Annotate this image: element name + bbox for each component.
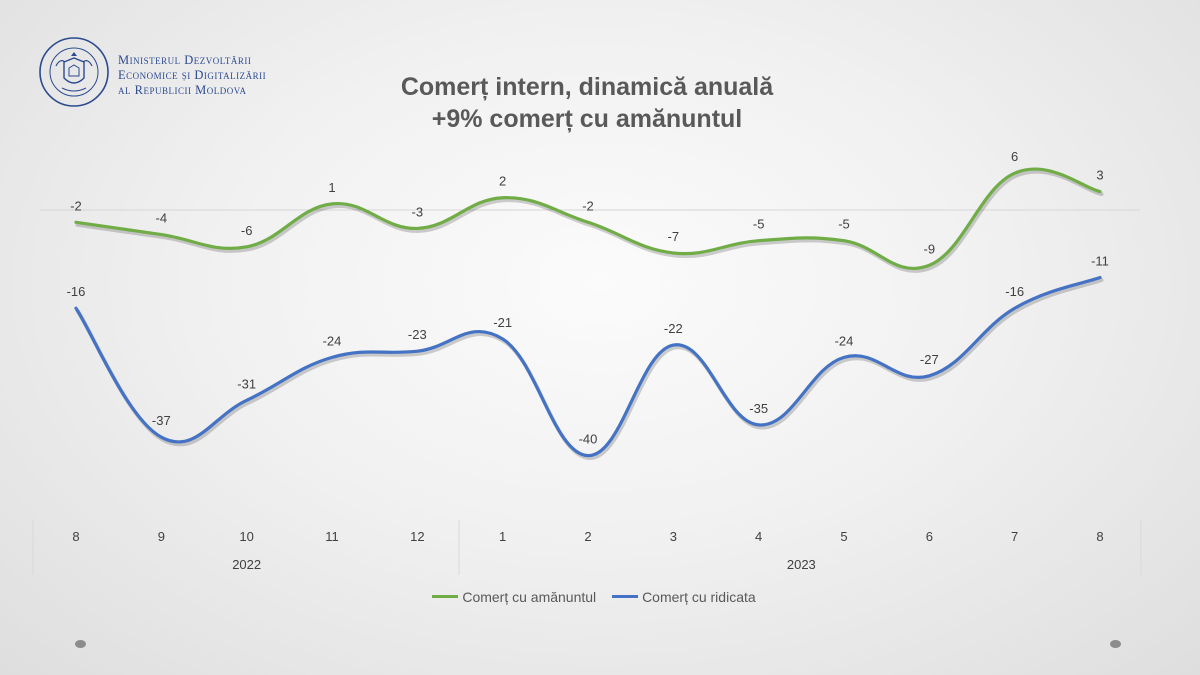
data-label-wholesale: -23: [408, 327, 427, 342]
x-tick-label: 11: [325, 529, 339, 544]
data-label-wholesale: -24: [835, 333, 854, 348]
x-tick-label: 8: [1096, 529, 1103, 544]
chart-legend: Comerț cu amănuntul Comerț cu ridicata: [0, 585, 1188, 605]
x-tick-label: 12: [410, 529, 424, 544]
data-label-wholesale: -40: [579, 432, 598, 447]
government-emblem: [39, 37, 109, 107]
series-shadow-wholesale: [75, 278, 1104, 461]
x-tick-label: 1: [499, 529, 506, 544]
slide-dot-left: [75, 640, 86, 648]
x-tick-label: 6: [926, 529, 933, 544]
data-label-retail: -7: [668, 229, 680, 244]
legend-label-wholesale: Comerț cu ridicata: [642, 588, 756, 605]
ministry-line-3: al Republicii Moldova: [118, 83, 247, 97]
chart-title: Comerț intern, dinamică anuală: [400, 73, 774, 101]
series-line-retail: [74, 167, 1102, 271]
data-label-wholesale: -27: [920, 352, 939, 367]
data-label-wholesale: -11: [1091, 254, 1109, 269]
x-tick-label: 3: [670, 529, 677, 544]
x-tick-label: 5: [840, 529, 847, 544]
x-tick-label: 8: [72, 529, 79, 544]
data-label-retail: -4: [156, 211, 168, 226]
data-label-wholesale: -16: [1005, 284, 1024, 299]
data-label-retail: 1: [328, 180, 335, 195]
ministry-line-1: Ministerul Dezvoltării: [118, 53, 252, 67]
data-label-retail: 3: [1096, 168, 1103, 183]
data-label-wholesale: -21: [493, 315, 512, 330]
data-label-retail: -6: [241, 223, 253, 238]
data-label-retail: -3: [412, 204, 424, 219]
legend-swatch-wholesale: [612, 595, 639, 598]
data-label-retail: -9: [924, 241, 936, 256]
x-tick-label: 7: [1011, 529, 1018, 544]
data-label-wholesale: -37: [152, 413, 171, 428]
x-tick-label: 4: [755, 529, 762, 544]
legend-item-retail: Comerț cu amănuntul: [432, 589, 596, 605]
data-label-wholesale: -16: [67, 284, 86, 299]
data-label-retail: 6: [1011, 149, 1018, 164]
x-tick-label: 9: [158, 529, 165, 544]
data-label-retail: -2: [582, 198, 594, 213]
data-label-retail: -2: [70, 198, 82, 213]
series-shadow-retail: [75, 169, 1104, 273]
x-tick-label: 10: [239, 529, 253, 544]
x-group-label: 2023: [787, 557, 816, 572]
data-label-retail: -5: [838, 217, 850, 232]
series-line-wholesale: [74, 275, 1102, 458]
data-label-wholesale: -31: [237, 376, 256, 391]
chart-subtitle: +9% comerț cu amănuntul: [431, 105, 743, 133]
x-group-label: 2022: [232, 557, 261, 572]
ministry-name: Ministerul Dezvoltării Economice și Digi…: [118, 53, 266, 98]
legend-swatch-retail: [432, 595, 459, 598]
data-label-retail: 2: [499, 174, 506, 189]
x-tick-label: 2: [584, 529, 591, 544]
ministry-line-2: Economice și Digitalizării: [118, 68, 267, 82]
legend-item-wholesale: Comerț cu ridicata: [612, 589, 756, 605]
legend-label-retail: Comerț cu amănuntul: [462, 588, 597, 605]
data-label-retail: -5: [753, 217, 765, 232]
data-label-wholesale: -35: [749, 401, 768, 416]
slide-dot-right: [1110, 640, 1121, 648]
data-label-wholesale: -24: [323, 333, 342, 348]
data-label-wholesale: -22: [664, 321, 683, 336]
